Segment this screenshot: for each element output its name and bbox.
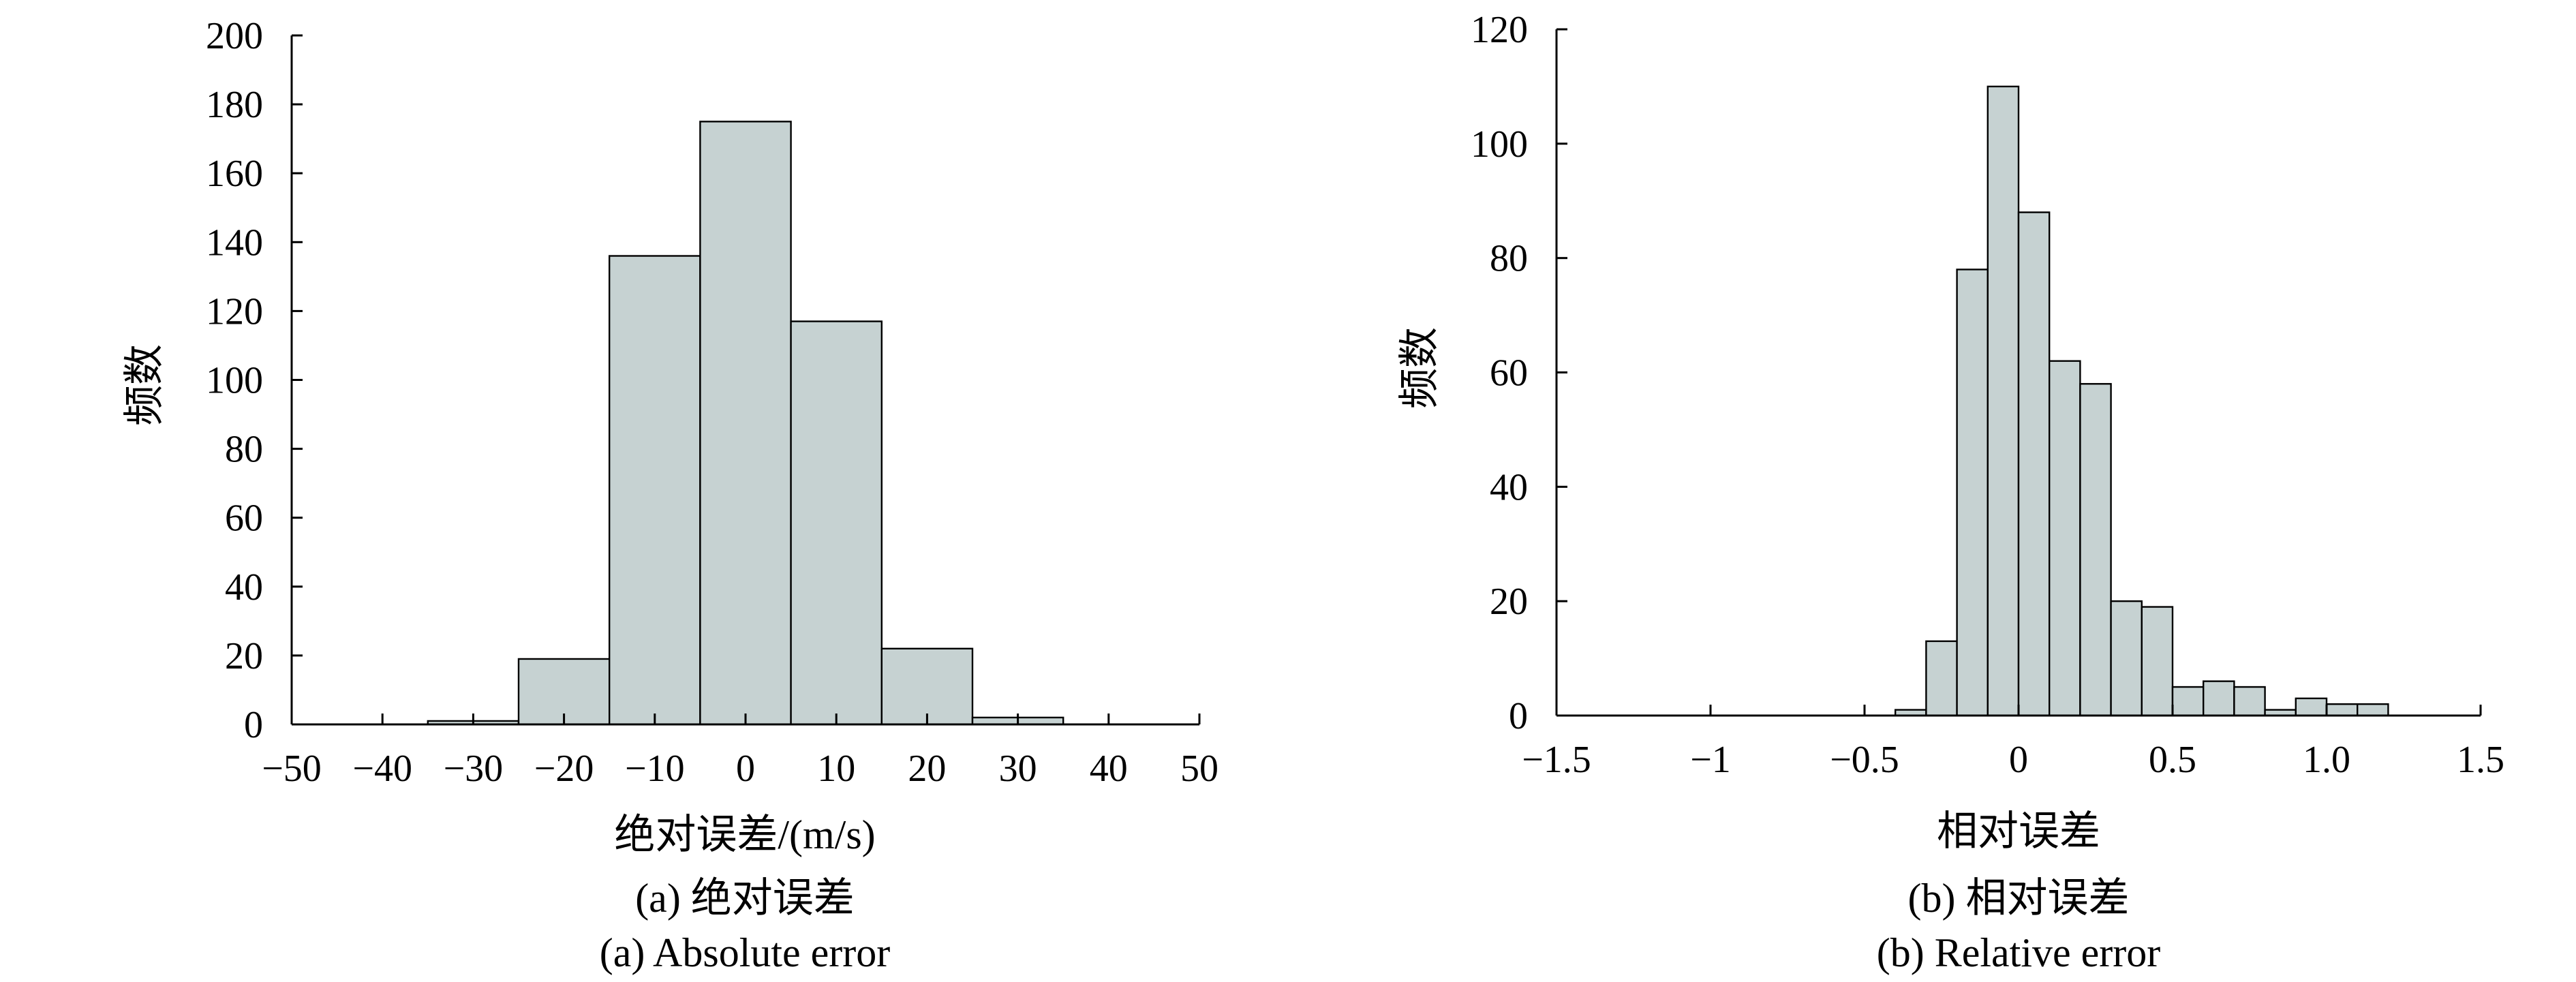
x-tick-label: −10 [625, 748, 685, 790]
x-tick-label: 0 [736, 748, 755, 790]
x-tick-label: 40 [1090, 748, 1128, 790]
x-tick-label: −40 [352, 748, 412, 790]
relative-error-bar [2110, 600, 2143, 717]
y-tick-label: 100 [1471, 123, 1528, 166]
relative-error-bar [2356, 703, 2389, 717]
x-tick-label: 30 [999, 748, 1037, 790]
relative-error-bar [1925, 640, 1958, 717]
xlabel-relative-error: 相对误差 [1937, 809, 2100, 854]
caption-en-relative-error: (b) Relative error [1877, 930, 2160, 975]
x-tick-label: 50 [1180, 748, 1218, 790]
x-tick-label: −1 [1690, 739, 1731, 781]
y-tick-label: 60 [1490, 352, 1528, 395]
relative-error-bar [1987, 85, 2020, 717]
x-tick-label: −30 [444, 748, 504, 790]
x-tick-label: 10 [817, 748, 855, 790]
relative-error-bar [2048, 360, 2081, 717]
y-tick-label: 80 [225, 429, 263, 471]
x-tick-label: 1.0 [2303, 739, 2350, 781]
bars-absolute-error [427, 121, 1064, 726]
y-tick-label: 120 [1471, 9, 1528, 51]
xlabel-absolute-error: 绝对误差/(m/s) [614, 812, 875, 857]
x-tick-label: 1.5 [2457, 739, 2504, 781]
y-tick-label: 200 [206, 15, 263, 57]
y-tick-label: 80 [1490, 238, 1528, 280]
relative-error-bar [1956, 268, 1989, 717]
y-tick-label: 0 [1509, 695, 1528, 737]
caption-cn-absolute-error: (a) 绝对误差 [635, 876, 855, 921]
relative-error-bar [2079, 383, 2112, 717]
ylabel-relative-error: 频数 [1397, 327, 1442, 409]
y-tick-label: 40 [225, 566, 263, 609]
y-tick-label: 100 [206, 360, 263, 402]
absolute-error-bar [609, 255, 701, 726]
y-tick-label: 20 [225, 635, 263, 677]
caption-cn-relative-error: (b) 相对误差 [1908, 876, 2130, 921]
y-tick-label: 40 [1490, 466, 1528, 508]
y-tick-label: 180 [206, 84, 263, 126]
x-tick-label: −20 [534, 748, 594, 790]
relative-error-bar [2171, 686, 2205, 717]
x-tick-label: 0.5 [2149, 739, 2196, 781]
caption-en-absolute-error: (a) Absolute error [600, 930, 891, 975]
ylabel-absolute-error: 频数 [122, 344, 167, 426]
x-tick-label: 20 [908, 748, 946, 790]
x-tick-label: −1.5 [1522, 739, 1591, 781]
relative-error-bar [2017, 211, 2051, 717]
relative-error-bar [2141, 606, 2174, 717]
absolute-error-bar [699, 121, 792, 726]
y-tick-label: 0 [244, 704, 263, 746]
relative-error-bar [2233, 686, 2266, 717]
relative-error-bar [2325, 703, 2359, 717]
chart-relative-error: 0 20 40 60 80 100 120 −1.5 −1 −0.5 0 0.5 1.0 1.5 频数 相… [1397, 9, 2504, 975]
relative-error-bar [2295, 697, 2328, 717]
y-tick-label: 60 [225, 497, 263, 540]
y-tick-label: 20 [1490, 581, 1528, 623]
x-tick-label: −50 [262, 748, 322, 790]
absolute-error-bar [880, 647, 974, 726]
y-tick-label: 160 [206, 153, 263, 195]
bars-relative-error [1894, 85, 2389, 717]
x-tick-label: 0 [2009, 739, 2028, 781]
axes-relative-error: 0 20 40 60 80 100 120 −1.5 −1 −0.5 0 0.5 1.0 1.5 [1471, 9, 2504, 781]
x-tick-label: −0.5 [1830, 739, 1899, 781]
y-tick-label: 140 [206, 221, 263, 264]
absolute-error-bar [790, 320, 883, 726]
relative-error-bar [2202, 680, 2235, 717]
y-tick-label: 120 [206, 290, 263, 333]
